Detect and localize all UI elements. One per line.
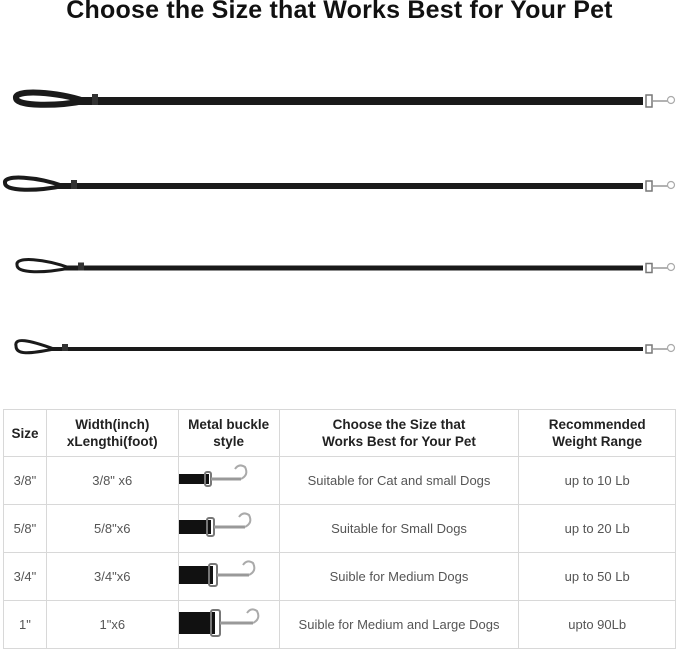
weight-cell: up to 10 Lb <box>518 456 676 505</box>
header-weight: Recommended Weight Range <box>518 409 676 457</box>
description-cell: Suitable for Cat and small Dogs <box>278 456 520 505</box>
dimensions-cell: 3/8" x6 <box>45 456 179 505</box>
description-cell: Suitable for Small Dogs <box>278 504 520 553</box>
header-text: Choose the Size that <box>332 417 466 432</box>
header-text: style <box>213 434 245 449</box>
header-text: Metal buckle <box>188 417 270 432</box>
buckle-cell <box>177 504 280 553</box>
table-row: 1" 1"x6 Suible for Medium and Large Dogs… <box>3 600 676 649</box>
weight-cell: up to 50 Lb <box>518 552 676 601</box>
dimensions-cell: 3/4"x6 <box>45 552 179 601</box>
table-row: 3/4" 3/4"x6 Suible for Medium Dogs up to… <box>3 552 676 601</box>
buckle-cell <box>177 456 280 505</box>
leash-illustrations <box>3 89 676 355</box>
buckle-cell <box>177 600 280 649</box>
header-text: xLengthi(foot) <box>66 434 158 449</box>
weight-cell: up to 20 Lb <box>518 504 676 553</box>
page-title: Choose the Size that Works Best for Your… <box>66 0 613 24</box>
header-text: Size <box>11 425 39 441</box>
buckle-icon <box>178 464 247 487</box>
header-dimensions: Width(inch) xLengthi(foot) <box>45 409 179 457</box>
size-table: Size Width(inch) xLengthi(foot) Metal buc… <box>3 409 676 649</box>
header-size: Size <box>3 409 47 457</box>
buckle-icon <box>178 512 251 537</box>
header-text: Width(inch) <box>75 417 150 432</box>
dimensions-cell: 5/8"x6 <box>45 504 179 553</box>
header-text: Works Best for Your Pet <box>322 434 476 449</box>
size-cell: 5/8" <box>3 504 47 553</box>
buckle-cell <box>177 552 280 601</box>
description-cell: Suible for Medium Dogs <box>278 552 520 601</box>
weight-cell: upto 90Lb <box>518 600 676 649</box>
header-text: Recommended <box>548 417 646 432</box>
leash-4 <box>14 339 676 355</box>
leash-3 <box>15 258 676 274</box>
header-text: Weight Range <box>552 434 643 449</box>
table-row: 3/8" 3/8" x6 Suitable for Cat and small … <box>3 456 676 505</box>
size-cell: 3/4" <box>3 552 47 601</box>
table-header-row: Size Width(inch) xLengthi(foot) Metal buc… <box>3 409 676 457</box>
size-cell: 1" <box>3 600 47 649</box>
header-buckle: Metal buckle style <box>177 409 280 457</box>
leash-2 <box>3 175 676 192</box>
buckle-icon <box>178 560 255 587</box>
buckle-icon <box>178 608 259 637</box>
header-description: Choose the Size that Works Best for Your … <box>278 409 520 457</box>
leash-1 <box>13 89 676 108</box>
description-cell: Suible for Medium and Large Dogs <box>278 600 520 649</box>
dimensions-cell: 1"x6 <box>45 600 179 649</box>
table-row: 5/8" 5/8"x6 Suitable for Small Dogs up t… <box>3 504 676 553</box>
size-cell: 3/8" <box>3 456 47 505</box>
